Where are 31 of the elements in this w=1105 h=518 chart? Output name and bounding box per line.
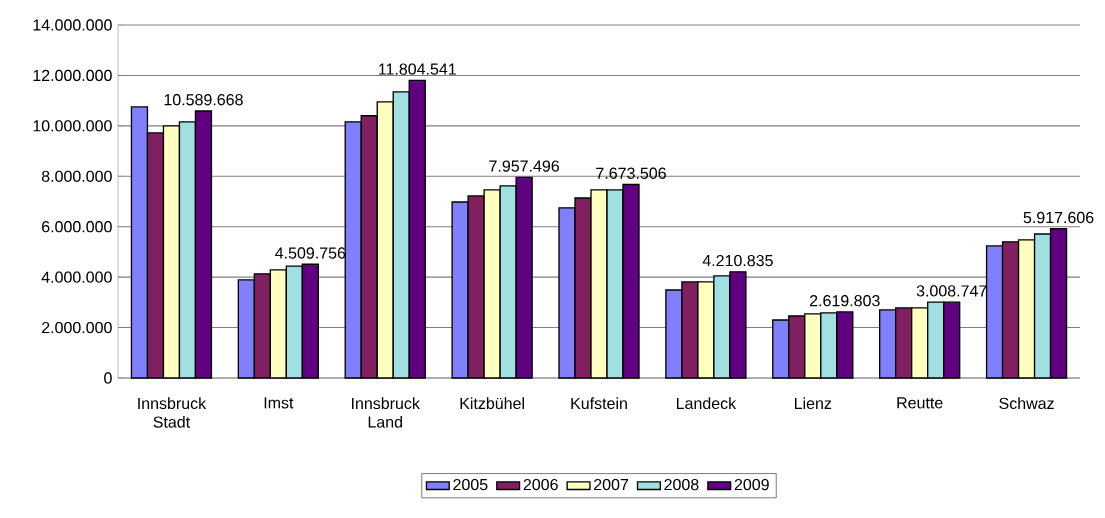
x-tick-label: Imst — [264, 397, 294, 409]
x-tick-label: Innsbruck Stadt — [138, 397, 207, 428]
data-label: 7.957.496 — [489, 160, 559, 172]
data-label: 10.589.668 — [164, 94, 243, 106]
x-tick-label: Kitzbühel — [460, 397, 524, 410]
data-label: 2.619.803 — [809, 295, 880, 307]
x-tick-label: Innsbruck Land — [352, 397, 420, 428]
y-tick-label: 4.000.000 — [41, 271, 112, 283]
data-label: 3.008.747 — [916, 285, 987, 297]
y-tick-label: 14.000.000 — [33, 19, 112, 31]
legend-label: 2005 — [453, 478, 488, 491]
data-label: 4.210.835 — [702, 254, 773, 267]
legend-label: 2009 — [734, 478, 769, 491]
x-tick-label: Schwaz — [999, 397, 1054, 410]
y-tick-label: 8.000.000 — [41, 170, 112, 182]
y-tick-label: 6.000.000 — [42, 221, 112, 233]
x-tick-label: Lienz — [794, 397, 832, 410]
legend-label: 2006 — [523, 478, 558, 491]
x-tick-label: Kufstein — [571, 397, 627, 410]
data-label: 7.673.506 — [596, 167, 666, 179]
data-label: 4.509.756 — [275, 247, 346, 259]
y-tick-label: 10.000.000 — [33, 120, 112, 132]
legend-label: 2007 — [594, 478, 629, 491]
y-tick-label: 12.000.000 — [33, 69, 112, 82]
x-tick-label: Landeck — [676, 397, 737, 410]
y-tick-label: 2.000.000 — [42, 321, 112, 334]
legend-label: 2008 — [664, 478, 699, 491]
data-label: 5.917.606 — [1023, 211, 1094, 224]
x-tick-label: Reutte — [897, 397, 943, 409]
y-tick-label: 0 — [104, 372, 112, 384]
data-label: 11.804.541 — [379, 63, 456, 75]
